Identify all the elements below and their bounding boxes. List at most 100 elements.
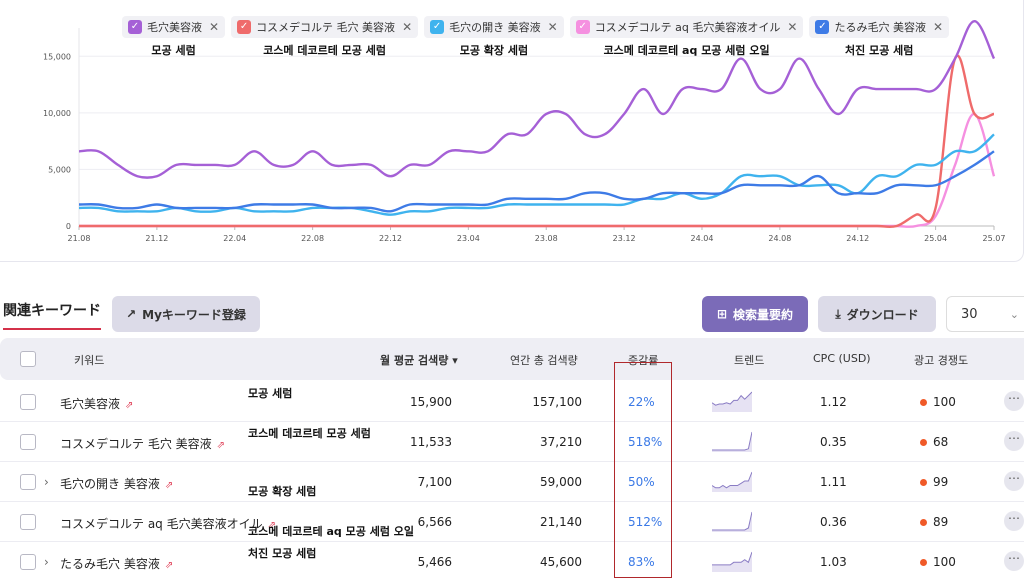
competition-value: 100: [933, 395, 956, 409]
series-line: [78, 150, 995, 213]
header-cpc[interactable]: CPC (USD): [813, 352, 871, 365]
keyword-cell[interactable]: たるみ毛穴 美容液 ⇗: [60, 555, 173, 572]
sparkline-line: [712, 511, 752, 531]
legend-chip[interactable]: ✓ コスメデコルテ aq 毛穴美容液オイル ✕: [569, 16, 804, 38]
competition-dot: [920, 519, 927, 526]
chart-legend: ✓ 毛穴美容液 ✕ 모공 세럼 ✓ コスメデコルテ 毛穴 美容液 ✕ 코스메 데코르테 모공 …: [122, 16, 950, 58]
download-button[interactable]: ⤓ ダウンロード: [818, 296, 936, 332]
sparkline: [712, 431, 752, 452]
checkbox-checked-icon[interactable]: ✓: [128, 20, 142, 34]
trend-chart-icon[interactable]: ⇗: [216, 440, 226, 451]
table-row[interactable]: › 毛穴の開き 美容液 ⇗ 모공 확장 세럼 7,100 59,000 50% 1.11 99 ⋯: [0, 462, 1024, 502]
tab-related-keywords[interactable]: 関連キーワード: [3, 300, 101, 330]
sparkline-line: [712, 471, 752, 489]
chevron-right-icon[interactable]: ›: [44, 555, 49, 569]
keyword-text[interactable]: 毛穴美容液: [60, 397, 121, 411]
legend-chip[interactable]: ✓ コスメデコルテ 毛穴 美容液 ✕: [231, 16, 419, 38]
row-checkbox[interactable]: [20, 514, 36, 530]
my-keyword-label: Myキーワード登録: [142, 307, 246, 322]
summary-button[interactable]: ⊞ 検索量要約: [702, 296, 808, 332]
checkbox-checked-icon[interactable]: ✓: [237, 20, 252, 34]
keyword-cell[interactable]: 毛穴美容液 ⇗: [60, 395, 133, 412]
cpc-cell: 0.36: [820, 515, 847, 529]
my-keyword-button[interactable]: ↗ Myキーワード登録: [112, 296, 260, 332]
sparkline-line: [712, 391, 752, 406]
keyword-text[interactable]: コスメデコルテ aq 毛穴美容液オイル: [60, 517, 263, 531]
table-row[interactable]: コスメデコルテ 毛穴 美容液 ⇗ 코스메 데코르테 모공 세럼 11,533 37,21…: [0, 422, 1024, 462]
competition-value: 99: [933, 475, 949, 489]
close-icon[interactable]: ✕: [402, 20, 413, 34]
page-size-select[interactable]: 30 ⌄: [946, 296, 1024, 332]
y-tick-label: 15,000: [43, 52, 71, 61]
keyword-text[interactable]: 毛穴の開き 美容液: [60, 477, 160, 491]
close-icon[interactable]: ✕: [209, 20, 220, 34]
table-row[interactable]: コスメデコルテ aq 毛穴美容液オイル ⇗ 코스메 데코르테 aq 모공 세럼 오일…: [0, 502, 1024, 542]
keyword-cell[interactable]: 毛穴の開き 美容液 ⇗: [60, 475, 173, 492]
annual-volume-cell: 21,140: [540, 515, 582, 529]
row-checkbox[interactable]: [20, 554, 36, 570]
legend-chip[interactable]: ✓ 毛穴美容液 ✕: [122, 16, 226, 38]
row-checkbox[interactable]: [20, 434, 36, 450]
legend-translation-note: 코스메 데코르테 모공 세럼: [263, 44, 386, 57]
chevron-right-icon[interactable]: ›: [44, 475, 49, 489]
close-icon[interactable]: ✕: [932, 20, 944, 34]
legend-item: ✓ コスメデコルテ 毛穴 美容液 ✕ 코스메 데코르테 모공 세럼: [231, 16, 419, 58]
legend-label: 毛穴美容液: [147, 21, 202, 34]
y-tick-label: 0: [66, 222, 71, 231]
checkbox-checked-icon[interactable]: ✓: [430, 20, 445, 34]
keyword-cell[interactable]: コスメデコルテ aq 毛穴美容液オイル ⇗: [60, 515, 276, 532]
trend-chart-icon[interactable]: ⇗: [164, 480, 174, 491]
sparkline-line: [712, 431, 752, 451]
sparkline-area: [712, 472, 752, 492]
close-icon[interactable]: ✕: [787, 20, 798, 34]
y-tick-label: 5,000: [48, 165, 71, 174]
legend-chip[interactable]: ✓ 毛穴の開き 美容液 ✕: [424, 16, 564, 38]
select-all-checkbox[interactable]: [20, 351, 36, 367]
sparkline-line: [712, 551, 752, 566]
growth-rate-cell: 22%: [628, 395, 655, 409]
download-label: ダウンロード: [846, 307, 919, 322]
header-competition[interactable]: 광고 경쟁도: [914, 354, 969, 367]
legend-translation-note: 모공 세럼: [151, 44, 196, 57]
keyword-translation-note: 코스메 데코르테 모공 세럼: [248, 427, 371, 440]
legend-chip[interactable]: ✓ たるみ毛穴 美容液 ✕: [809, 16, 950, 38]
trend-chart-icon[interactable]: ⇗: [125, 400, 134, 411]
more-options-icon[interactable]: ⋯: [1004, 391, 1024, 411]
table-row[interactable]: › たるみ毛穴 美容液 ⇗ 처진 모공 세럼 5,466 45,600 83% 1.03 100…: [0, 542, 1024, 581]
keyword-text[interactable]: コスメデコルテ 毛穴 美容液: [60, 437, 212, 451]
cpc-cell: 1.11: [820, 475, 847, 489]
more-options-icon[interactable]: ⋯: [1004, 511, 1024, 531]
header-monthly-volume[interactable]: 월 평균 검색량 ▾: [380, 354, 458, 367]
header-annual-volume[interactable]: 연간 총 검색량: [510, 354, 578, 367]
row-checkbox[interactable]: [20, 394, 36, 410]
trend-chart-icon[interactable]: ⇗: [164, 560, 174, 571]
growth-rate-cell: 512%: [628, 515, 663, 529]
more-options-icon[interactable]: ⋯: [1004, 551, 1024, 571]
header-growth-rate[interactable]: 증감률: [628, 354, 659, 367]
keyword-text[interactable]: たるみ毛穴 美容液: [60, 557, 160, 571]
legend-label: 毛穴の開き 美容液: [449, 21, 541, 34]
legend-label: たるみ毛穴 美容液: [834, 21, 926, 34]
trend-chart-icon[interactable]: ⇗: [267, 520, 276, 531]
checkbox-checked-icon[interactable]: ✓: [575, 20, 590, 34]
competition-cell: 100: [920, 555, 956, 569]
competition-dot: [920, 559, 927, 566]
series-line: [78, 133, 995, 216]
legend-translation-note: 코스메 데코르테 aq 모공 세럼 오일: [603, 44, 770, 57]
keyword-translation-note: 모공 세럼: [248, 387, 293, 400]
checkbox-checked-icon[interactable]: ✓: [815, 20, 830, 34]
legend-translation-note: 모공 확장 세럼: [459, 44, 529, 57]
close-icon[interactable]: ✕: [547, 20, 558, 34]
more-options-icon[interactable]: ⋯: [1004, 431, 1024, 451]
chevron-down-icon: ⌄: [1009, 307, 1019, 321]
row-checkbox[interactable]: [20, 474, 36, 490]
keyword-cell[interactable]: コスメデコルテ 毛穴 美容液 ⇗: [60, 435, 225, 452]
monthly-volume-cell: 11,533: [410, 435, 452, 449]
x-tick-label: 22.08: [301, 234, 324, 243]
competition-cell: 100: [920, 395, 956, 409]
table-row[interactable]: 毛穴美容液 ⇗ 모공 세럼 15,900 157,100 22% 1.12 100 ⋯: [0, 382, 1024, 422]
annual-volume-cell: 59,000: [540, 475, 582, 489]
more-options-icon[interactable]: ⋯: [1004, 471, 1024, 491]
growth-rate-cell: 83%: [628, 555, 655, 569]
cpc-cell: 0.35: [820, 435, 847, 449]
